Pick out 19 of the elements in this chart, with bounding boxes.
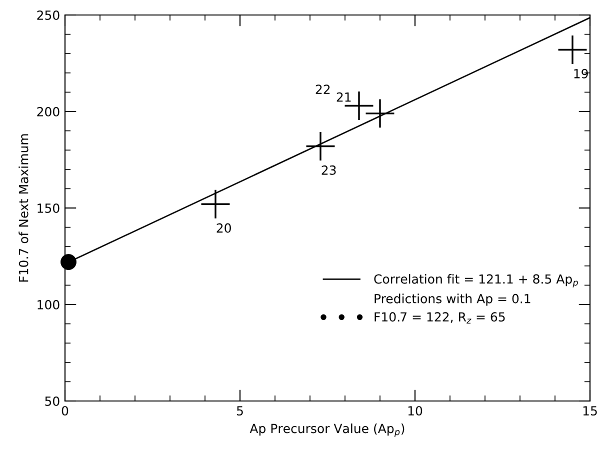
- y-axis-title: F10.7 of Next Maximum: [18, 134, 28, 282]
- y-tick-label: 150: [38, 203, 60, 213]
- y-tick-label: 250: [37, 10, 60, 20]
- annotation: 21: [336, 92, 351, 102]
- legend-title: Predictions with Ap = 0.1: [374, 294, 530, 306]
- annotation: 22: [316, 84, 330, 94]
- legend-label: F10.7 = 122, R$_{z}$ = 65: [374, 312, 505, 324]
- y-tick-label: 50: [45, 396, 60, 406]
- annotation: 19: [574, 68, 588, 78]
- legend-label: Correlation fit = 121.1 + 8.5 Ap$_{p}$: [374, 274, 578, 288]
- x-tick-label: 0: [62, 406, 68, 416]
- y-tick-label: 200: [37, 106, 60, 116]
- annotation: 20: [216, 223, 231, 233]
- x-tick-label: 10: [408, 406, 422, 416]
- x-tick-label: 15: [583, 406, 597, 416]
- annotation: 23: [322, 165, 336, 175]
- y-tick-label: 100: [38, 300, 60, 310]
- x-axis-title: Ap Precursor Value (Ap$_{p}$): [250, 424, 404, 437]
- x-tick-label: 5: [236, 406, 243, 416]
